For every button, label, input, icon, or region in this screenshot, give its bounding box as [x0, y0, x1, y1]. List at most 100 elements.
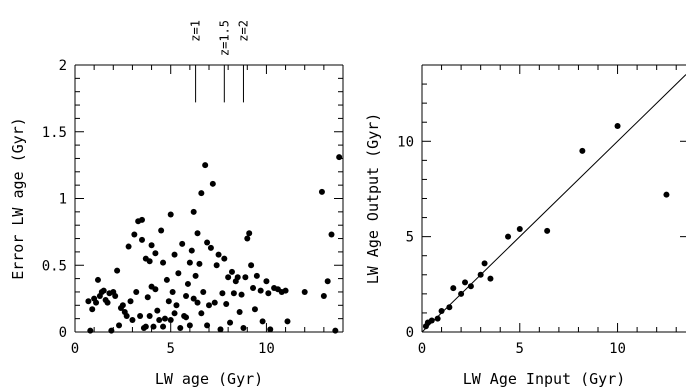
data-point [133, 288, 140, 295]
redshift-marker-label: z=2 [236, 20, 250, 42]
data-point [146, 258, 153, 265]
data-point [87, 327, 94, 334]
data-point [251, 306, 258, 313]
data-point [328, 231, 335, 238]
data-point [163, 276, 170, 283]
data-point [139, 216, 145, 223]
data-point [139, 236, 145, 243]
data-point [301, 288, 308, 295]
data-point [238, 291, 245, 298]
data-point [516, 226, 523, 233]
data-point [190, 208, 197, 215]
data-point [179, 240, 186, 247]
data-point [267, 326, 274, 333]
data-point [167, 316, 174, 323]
data-point [663, 191, 670, 198]
data-point [123, 312, 130, 319]
data-point [259, 318, 266, 325]
data-point [152, 250, 159, 257]
y-tick-label: 0 [59, 325, 67, 341]
data-point [336, 154, 343, 161]
data-point [215, 251, 222, 258]
data-point [146, 312, 153, 319]
data-point [248, 262, 255, 269]
data-point [428, 317, 435, 324]
data-point [211, 299, 218, 306]
data-point [318, 188, 325, 195]
redshift-marker-label: z=1 [189, 20, 203, 42]
data-point [160, 259, 167, 266]
data-point [104, 299, 111, 306]
identity-line [421, 74, 686, 333]
y-tick-label: 0.5 [42, 258, 67, 274]
data-point [194, 299, 201, 306]
data-point [284, 318, 291, 325]
data-point [332, 327, 339, 334]
y-tick-label: 0 [406, 325, 414, 341]
data-point [192, 272, 199, 279]
data-point [125, 243, 132, 250]
data-point [150, 323, 157, 330]
y-axis-label: LW Age Output (Gyr) [364, 113, 382, 285]
data-point [579, 147, 586, 154]
data-point [614, 123, 621, 130]
x-tick-label: 5 [166, 341, 174, 357]
x-tick-label: 10 [609, 341, 626, 357]
data-point [112, 292, 119, 299]
data-point [324, 278, 331, 285]
x-tick-label: 10 [258, 341, 275, 357]
data-point [467, 283, 474, 290]
data-point [242, 274, 249, 281]
data-point [137, 312, 144, 319]
data-point [161, 315, 168, 322]
data-point [167, 211, 174, 218]
data-point [263, 278, 270, 285]
y-tick-label: 2 [59, 58, 67, 74]
data-point [234, 274, 241, 281]
data-point [160, 323, 167, 330]
left-panel: 0 5 10 0 0.5 1 1.5 2 LW age (Gyr) Error LW age (G… [9, 20, 344, 388]
data-point [477, 271, 484, 278]
y-tick-label: 1 [59, 192, 67, 208]
data-point [244, 235, 251, 242]
data-point [230, 290, 237, 297]
data-point [190, 295, 197, 302]
data-point [173, 302, 180, 309]
data-point [217, 326, 224, 333]
data-point [257, 287, 264, 294]
right-panel: 0 5 10 0 5 10 LW Age Input (Gyr) LW Age Output … [364, 64, 686, 388]
data-point [175, 270, 182, 277]
data-point [204, 239, 211, 246]
data-point [129, 316, 136, 323]
data-point [148, 242, 155, 249]
data-point [253, 272, 260, 279]
data-point [119, 302, 126, 309]
x-axis-label: LW Age Input (Gyr) [463, 370, 626, 388]
data-point [169, 288, 176, 295]
data-point [186, 322, 193, 329]
data-point [450, 285, 457, 292]
data-point [236, 308, 243, 315]
data-point [240, 324, 247, 331]
data-point [142, 323, 149, 330]
data-point [186, 259, 193, 266]
data-point [93, 299, 100, 306]
data-point [225, 274, 232, 281]
x-tick-label: 0 [418, 341, 426, 357]
data-point [265, 290, 272, 297]
data-point [116, 322, 123, 329]
data-point [213, 262, 220, 269]
data-point [85, 298, 92, 305]
data-point [114, 267, 121, 274]
y-tick-label: 5 [406, 230, 414, 246]
data-point [544, 227, 551, 234]
data-point [177, 324, 184, 331]
data-point [228, 268, 235, 275]
data-point [183, 314, 190, 321]
data-point [206, 302, 212, 309]
data-point [282, 287, 289, 294]
data-point [462, 279, 469, 286]
data-point [209, 180, 216, 187]
data-point [446, 304, 453, 311]
